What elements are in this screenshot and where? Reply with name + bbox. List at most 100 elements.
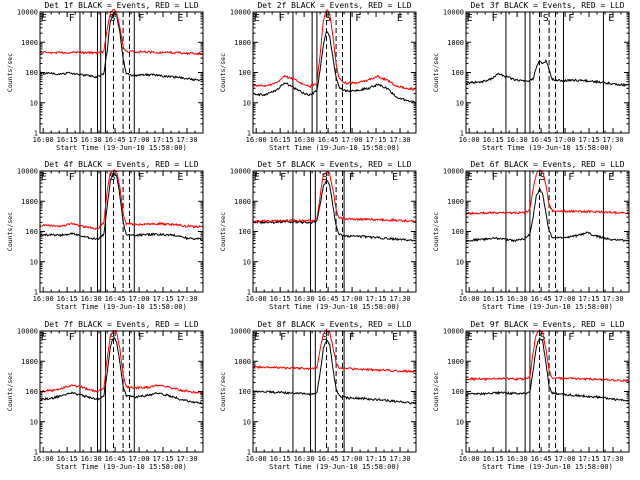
- y-tick-label: 100: [451, 69, 464, 77]
- y-tick-label: 1000: [234, 358, 251, 366]
- flag-label: E: [608, 172, 614, 183]
- y-tick-label: 10000: [17, 328, 38, 336]
- flag-label: S: [110, 13, 116, 24]
- x-tick-label: 17:00: [129, 295, 150, 303]
- y-tick-label: 100: [25, 388, 38, 396]
- x-tick-label: 17:30: [389, 136, 410, 144]
- flag-label: E: [41, 332, 47, 343]
- panel-title: Det 2f BLACK = Events, RED = LLD: [257, 1, 411, 10]
- flag-label: F: [568, 13, 574, 24]
- x-tick-label: 16:15: [483, 455, 504, 463]
- flag-label: S: [110, 332, 116, 343]
- events-series-line: [465, 187, 630, 243]
- events-series-line: [39, 337, 203, 405]
- x-tick-label: 17:15: [366, 136, 387, 144]
- y-tick-label: 1: [34, 449, 38, 457]
- x-tick-label: 17:30: [389, 295, 410, 303]
- y-tick-label: 1000: [447, 358, 464, 366]
- detector-panel-5: Det 5f BLACK = Events, RED = LLD E F S F E 1 10…: [219, 160, 417, 311]
- flag-label: E: [41, 172, 47, 183]
- y-tick-label: 10: [456, 99, 464, 107]
- x-axis-label: Start Time (19-Jun-10 15:58:00): [269, 463, 400, 471]
- flag-label: F: [69, 172, 75, 183]
- y-tick-label: 1: [34, 289, 38, 297]
- y-tick-label: 100: [451, 228, 464, 236]
- x-axis-label: Start Time (19-Jun-10 15:58:00): [482, 463, 613, 471]
- x-tick-label: 16:45: [318, 455, 339, 463]
- lld-series-line: [253, 171, 417, 224]
- x-tick-label: 17:30: [602, 455, 623, 463]
- y-axis-label: Counts/sec: [219, 372, 227, 411]
- y-tick-label: 100: [238, 228, 251, 236]
- flag-label: F: [349, 332, 355, 343]
- y-tick-label: 10000: [17, 168, 38, 176]
- y-tick-label: 1: [34, 130, 38, 138]
- x-tick-label: 16:30: [507, 455, 528, 463]
- detector-panel-7: Det 7f BLACK = Events, RED = LLD E F S F E 1 10…: [6, 320, 204, 471]
- plot-frame: [252, 170, 417, 293]
- x-tick-label: 17:30: [176, 136, 197, 144]
- lld-series-line: [465, 329, 630, 383]
- x-tick-label: 16:15: [57, 455, 78, 463]
- flag-label: F: [279, 13, 285, 24]
- plot-frame: [39, 330, 204, 453]
- x-tick-label: 16:00: [33, 295, 54, 303]
- y-tick-label: 1: [247, 289, 251, 297]
- x-tick-label: 17:00: [342, 295, 363, 303]
- x-tick-label: 16:30: [507, 295, 528, 303]
- x-axis-label: Start Time (19-Jun-10 15:58:00): [56, 144, 187, 152]
- y-tick-label: 1: [460, 289, 464, 297]
- y-tick-label: 1000: [447, 39, 464, 47]
- y-tick-label: 10000: [443, 168, 464, 176]
- flag-label: S: [322, 332, 328, 343]
- x-tick-label: 17:30: [389, 455, 410, 463]
- plot-frame: [39, 11, 204, 134]
- x-tick-label: 17:15: [579, 455, 600, 463]
- x-tick-label: 17:00: [342, 455, 363, 463]
- x-tick-label: 16:00: [33, 455, 54, 463]
- y-tick-label: 10000: [17, 9, 38, 17]
- detector-panel-3: Det 3f BLACK = Events, RED = LLD E F S F E 1 10…: [432, 1, 630, 152]
- y-tick-label: 100: [25, 228, 38, 236]
- x-tick-label: 17:30: [602, 136, 623, 144]
- y-tick-label: 10: [243, 99, 251, 107]
- events-series-line: [465, 59, 630, 88]
- x-tick-label: 17:15: [366, 455, 387, 463]
- y-tick-label: 1000: [21, 39, 38, 47]
- flag-label: E: [397, 13, 403, 24]
- flag-label: S: [540, 172, 546, 183]
- detector-panel-2: Det 2f BLACK = Events, RED = LLD E F S F E 1 10…: [219, 1, 417, 152]
- x-tick-label: 16:45: [105, 295, 126, 303]
- detector-panel-4: Det 4f BLACK = Events, RED = LLD E F S F E 1 10…: [6, 160, 204, 311]
- y-tick-label: 10: [30, 258, 38, 266]
- y-axis-label: Counts/sec: [6, 53, 14, 92]
- flag-label: E: [177, 332, 183, 343]
- y-axis-label: Counts/sec: [432, 372, 440, 411]
- y-tick-label: 1000: [234, 198, 251, 206]
- y-tick-label: 10: [30, 418, 38, 426]
- y-tick-label: 10: [456, 258, 464, 266]
- plot-frame: [252, 330, 417, 453]
- y-tick-label: 10000: [230, 328, 251, 336]
- flag-label: F: [69, 13, 75, 24]
- y-tick-label: 10: [243, 258, 251, 266]
- x-tick-label: 16:45: [531, 455, 552, 463]
- panel-title: Det 9f BLACK = Events, RED = LLD: [470, 320, 624, 329]
- flag-label: E: [177, 13, 183, 24]
- detector-panel-6: Det 6f BLACK = Events, RED = LLD E F S F E 1 10…: [432, 160, 630, 311]
- x-tick-label: 16:15: [483, 136, 504, 144]
- flag-label: E: [254, 13, 260, 24]
- flag-label: F: [138, 13, 144, 24]
- y-axis-label: Counts/sec: [432, 212, 440, 251]
- x-tick-label: 17:15: [579, 136, 600, 144]
- y-tick-label: 10000: [230, 168, 251, 176]
- x-tick-label: 17:30: [602, 295, 623, 303]
- x-tick-label: 17:15: [153, 295, 174, 303]
- x-tick-label: 16:45: [105, 455, 126, 463]
- flag-label: E: [467, 332, 473, 343]
- x-tick-label: 16:15: [57, 295, 78, 303]
- panel-title: Det 8f BLACK = Events, RED = LLD: [257, 320, 411, 329]
- y-tick-label: 10000: [230, 9, 251, 17]
- plot-frame: [39, 170, 204, 293]
